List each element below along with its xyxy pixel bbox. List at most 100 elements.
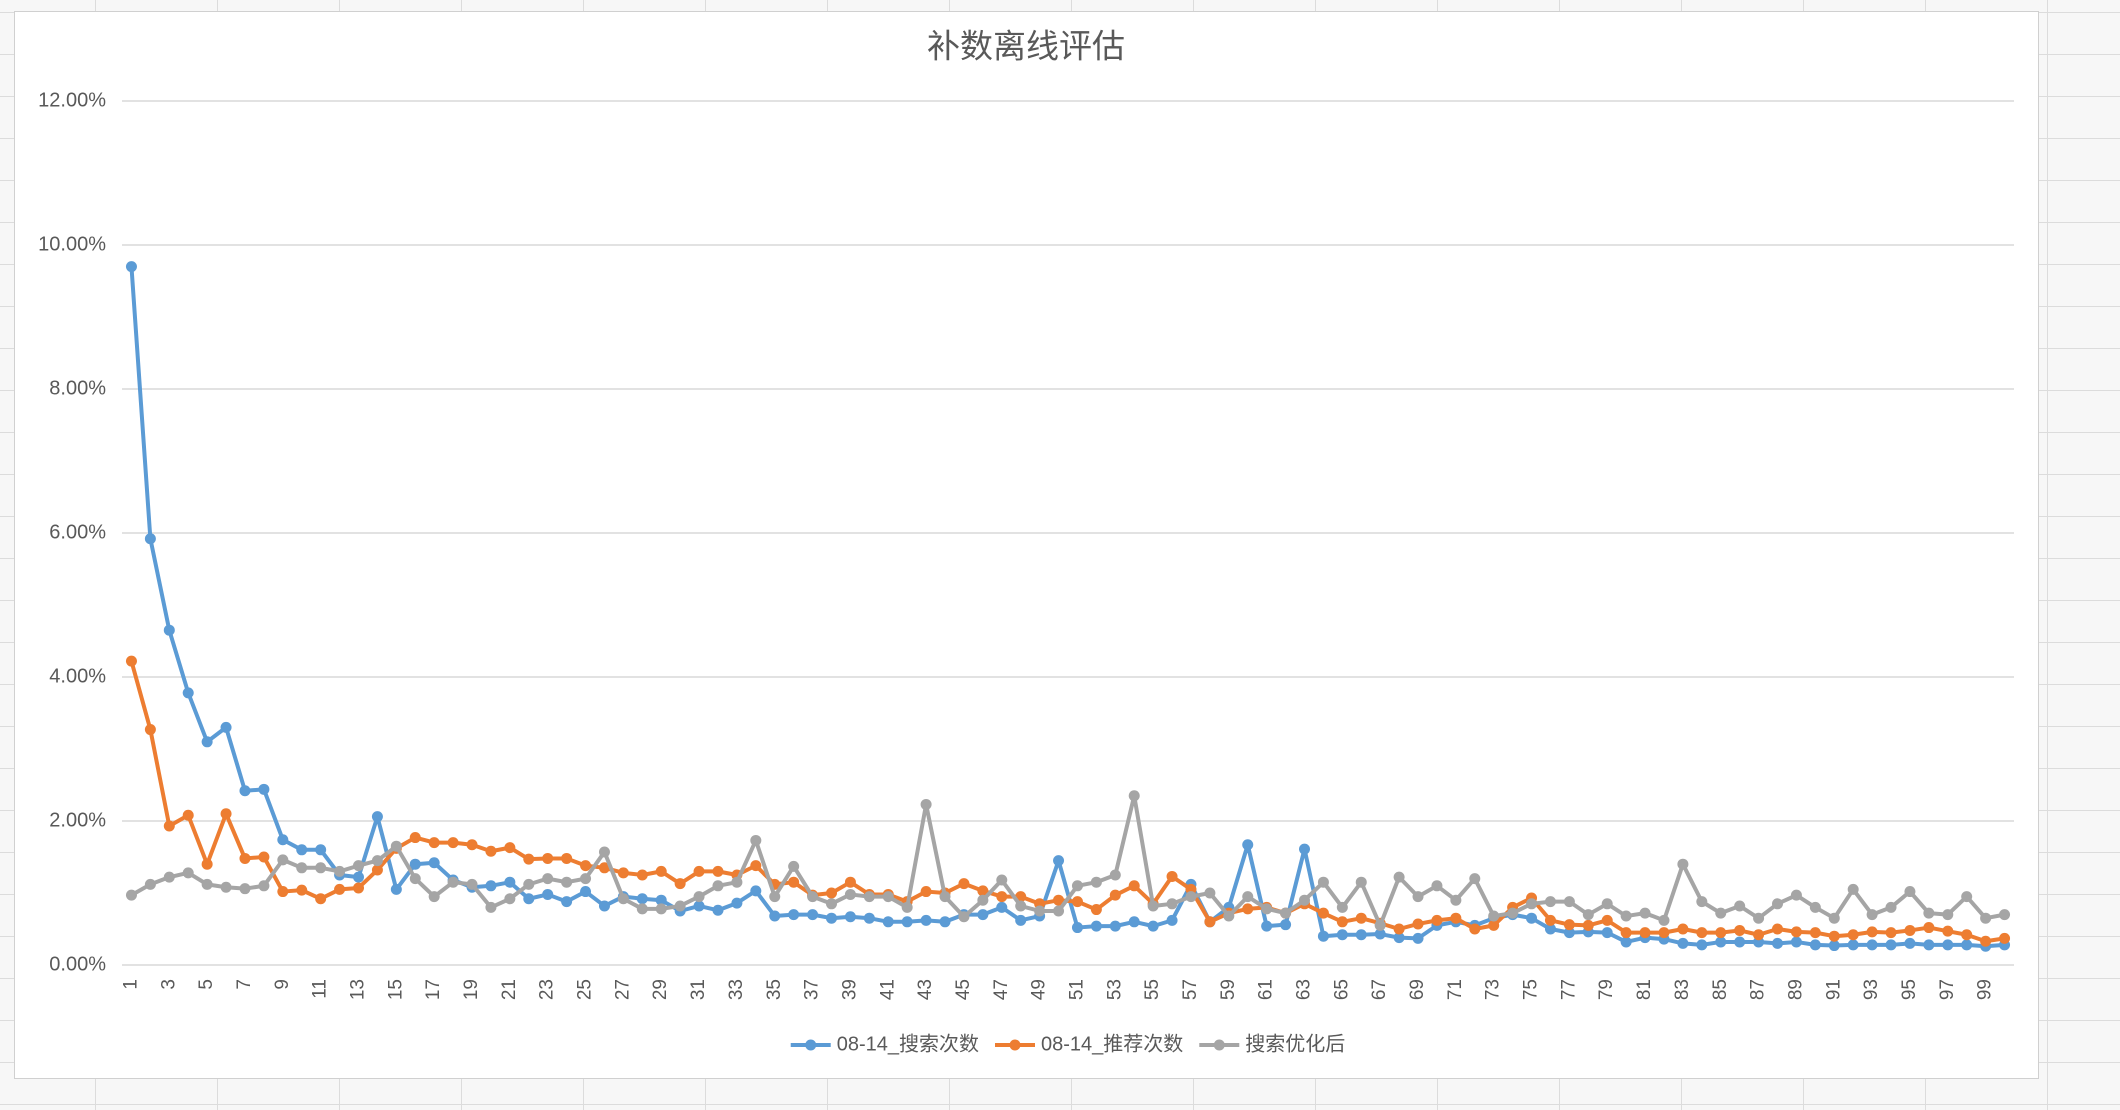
- point: [693, 891, 705, 903]
- point: [1166, 914, 1178, 926]
- point: [996, 891, 1008, 903]
- point: [1753, 912, 1765, 924]
- point: [409, 832, 421, 844]
- point: [1299, 894, 1310, 906]
- point: [920, 914, 932, 926]
- point: [1828, 940, 1840, 952]
- point: [693, 865, 705, 877]
- x-tick-label: 87: [1748, 979, 1769, 1000]
- point: [1090, 904, 1102, 916]
- point: [1620, 927, 1632, 939]
- point: [1204, 916, 1216, 928]
- point: [125, 655, 137, 667]
- point: [163, 624, 175, 636]
- point: [1393, 923, 1405, 935]
- x-tick-label: 9: [272, 979, 293, 990]
- point: [1696, 896, 1708, 908]
- point: [1412, 932, 1424, 944]
- point: [201, 736, 213, 748]
- x-tick-label: 43: [915, 979, 936, 1000]
- point: [1772, 923, 1783, 935]
- point: [1544, 896, 1556, 908]
- x-tick-label: 79: [1596, 979, 1617, 1000]
- x-tick-label: 41: [877, 979, 898, 1000]
- point: [1772, 898, 1783, 910]
- point: [1185, 891, 1197, 903]
- y-tick-label: 4.00%: [49, 665, 106, 687]
- point: [1999, 909, 2011, 921]
- point: [371, 855, 383, 867]
- x-tick-label: 85: [1710, 979, 1731, 1000]
- point: [1942, 939, 1954, 951]
- point: [1526, 898, 1538, 910]
- point: [1242, 839, 1254, 851]
- point: [1658, 914, 1670, 926]
- point: [1866, 926, 1878, 938]
- point: [1601, 898, 1613, 910]
- point: [1601, 914, 1613, 926]
- x-tick-label: 49: [1029, 979, 1050, 1000]
- point: [598, 900, 610, 912]
- point: [1715, 927, 1727, 939]
- point: [1280, 907, 1292, 919]
- point: [1677, 923, 1689, 935]
- x-tick-label: 67: [1369, 979, 1390, 1000]
- point: [750, 860, 762, 872]
- x-tick-label: 93: [1861, 979, 1882, 1000]
- legend-marker: [1213, 1039, 1225, 1051]
- x-tick-label: 37: [802, 979, 823, 1000]
- point: [1734, 936, 1746, 948]
- point: [315, 893, 327, 905]
- point: [201, 858, 213, 870]
- point: [390, 840, 402, 852]
- point: [428, 837, 440, 849]
- point: [542, 852, 554, 864]
- point: [863, 891, 875, 903]
- point: [844, 888, 856, 900]
- point: [1790, 889, 1802, 901]
- point: [561, 876, 573, 888]
- chart: 补数离线评估 0.00%2.00%4.00%6.00%8.00%10.00%12…: [14, 11, 2039, 1079]
- point: [1280, 919, 1292, 931]
- point: [258, 880, 270, 892]
- y-tick-label: 2.00%: [49, 809, 106, 831]
- point: [1109, 920, 1121, 932]
- y-tick-label: 8.00%: [49, 377, 106, 399]
- x-tick-label: 75: [1521, 979, 1542, 1000]
- point: [731, 876, 743, 888]
- point: [1677, 858, 1689, 870]
- point: [485, 845, 497, 857]
- point: [1336, 929, 1348, 941]
- x-tick-label: 31: [688, 979, 709, 1000]
- legend-marker: [805, 1039, 817, 1051]
- x-tick-label: 71: [1445, 979, 1466, 1000]
- point: [1847, 929, 1859, 941]
- x-tick-label: 33: [726, 979, 747, 1000]
- x-tick-label: 27: [612, 979, 633, 1000]
- point: [977, 894, 989, 906]
- point: [390, 883, 402, 895]
- point: [1299, 843, 1310, 855]
- point: [1053, 855, 1065, 867]
- x-tick-label: 65: [1331, 979, 1352, 1000]
- point: [523, 893, 535, 905]
- x-tick-label: 83: [1672, 979, 1693, 1000]
- legend-label: 08-14_搜索次数: [837, 1032, 979, 1055]
- point: [1828, 912, 1840, 924]
- series-line: [130, 793, 2005, 928]
- x-tick-label: 73: [1483, 979, 1504, 1000]
- point: [1809, 927, 1821, 939]
- point: [409, 873, 421, 885]
- point: [1053, 905, 1065, 917]
- point: [1015, 914, 1027, 926]
- point: [731, 897, 743, 909]
- x-tick-label: 53: [1104, 979, 1125, 1000]
- point: [1904, 937, 1916, 949]
- point: [239, 883, 251, 895]
- point: [788, 909, 800, 921]
- series-line: [129, 266, 2005, 949]
- point: [447, 837, 459, 849]
- point: [182, 687, 194, 699]
- point: [580, 860, 592, 872]
- point: [826, 912, 837, 924]
